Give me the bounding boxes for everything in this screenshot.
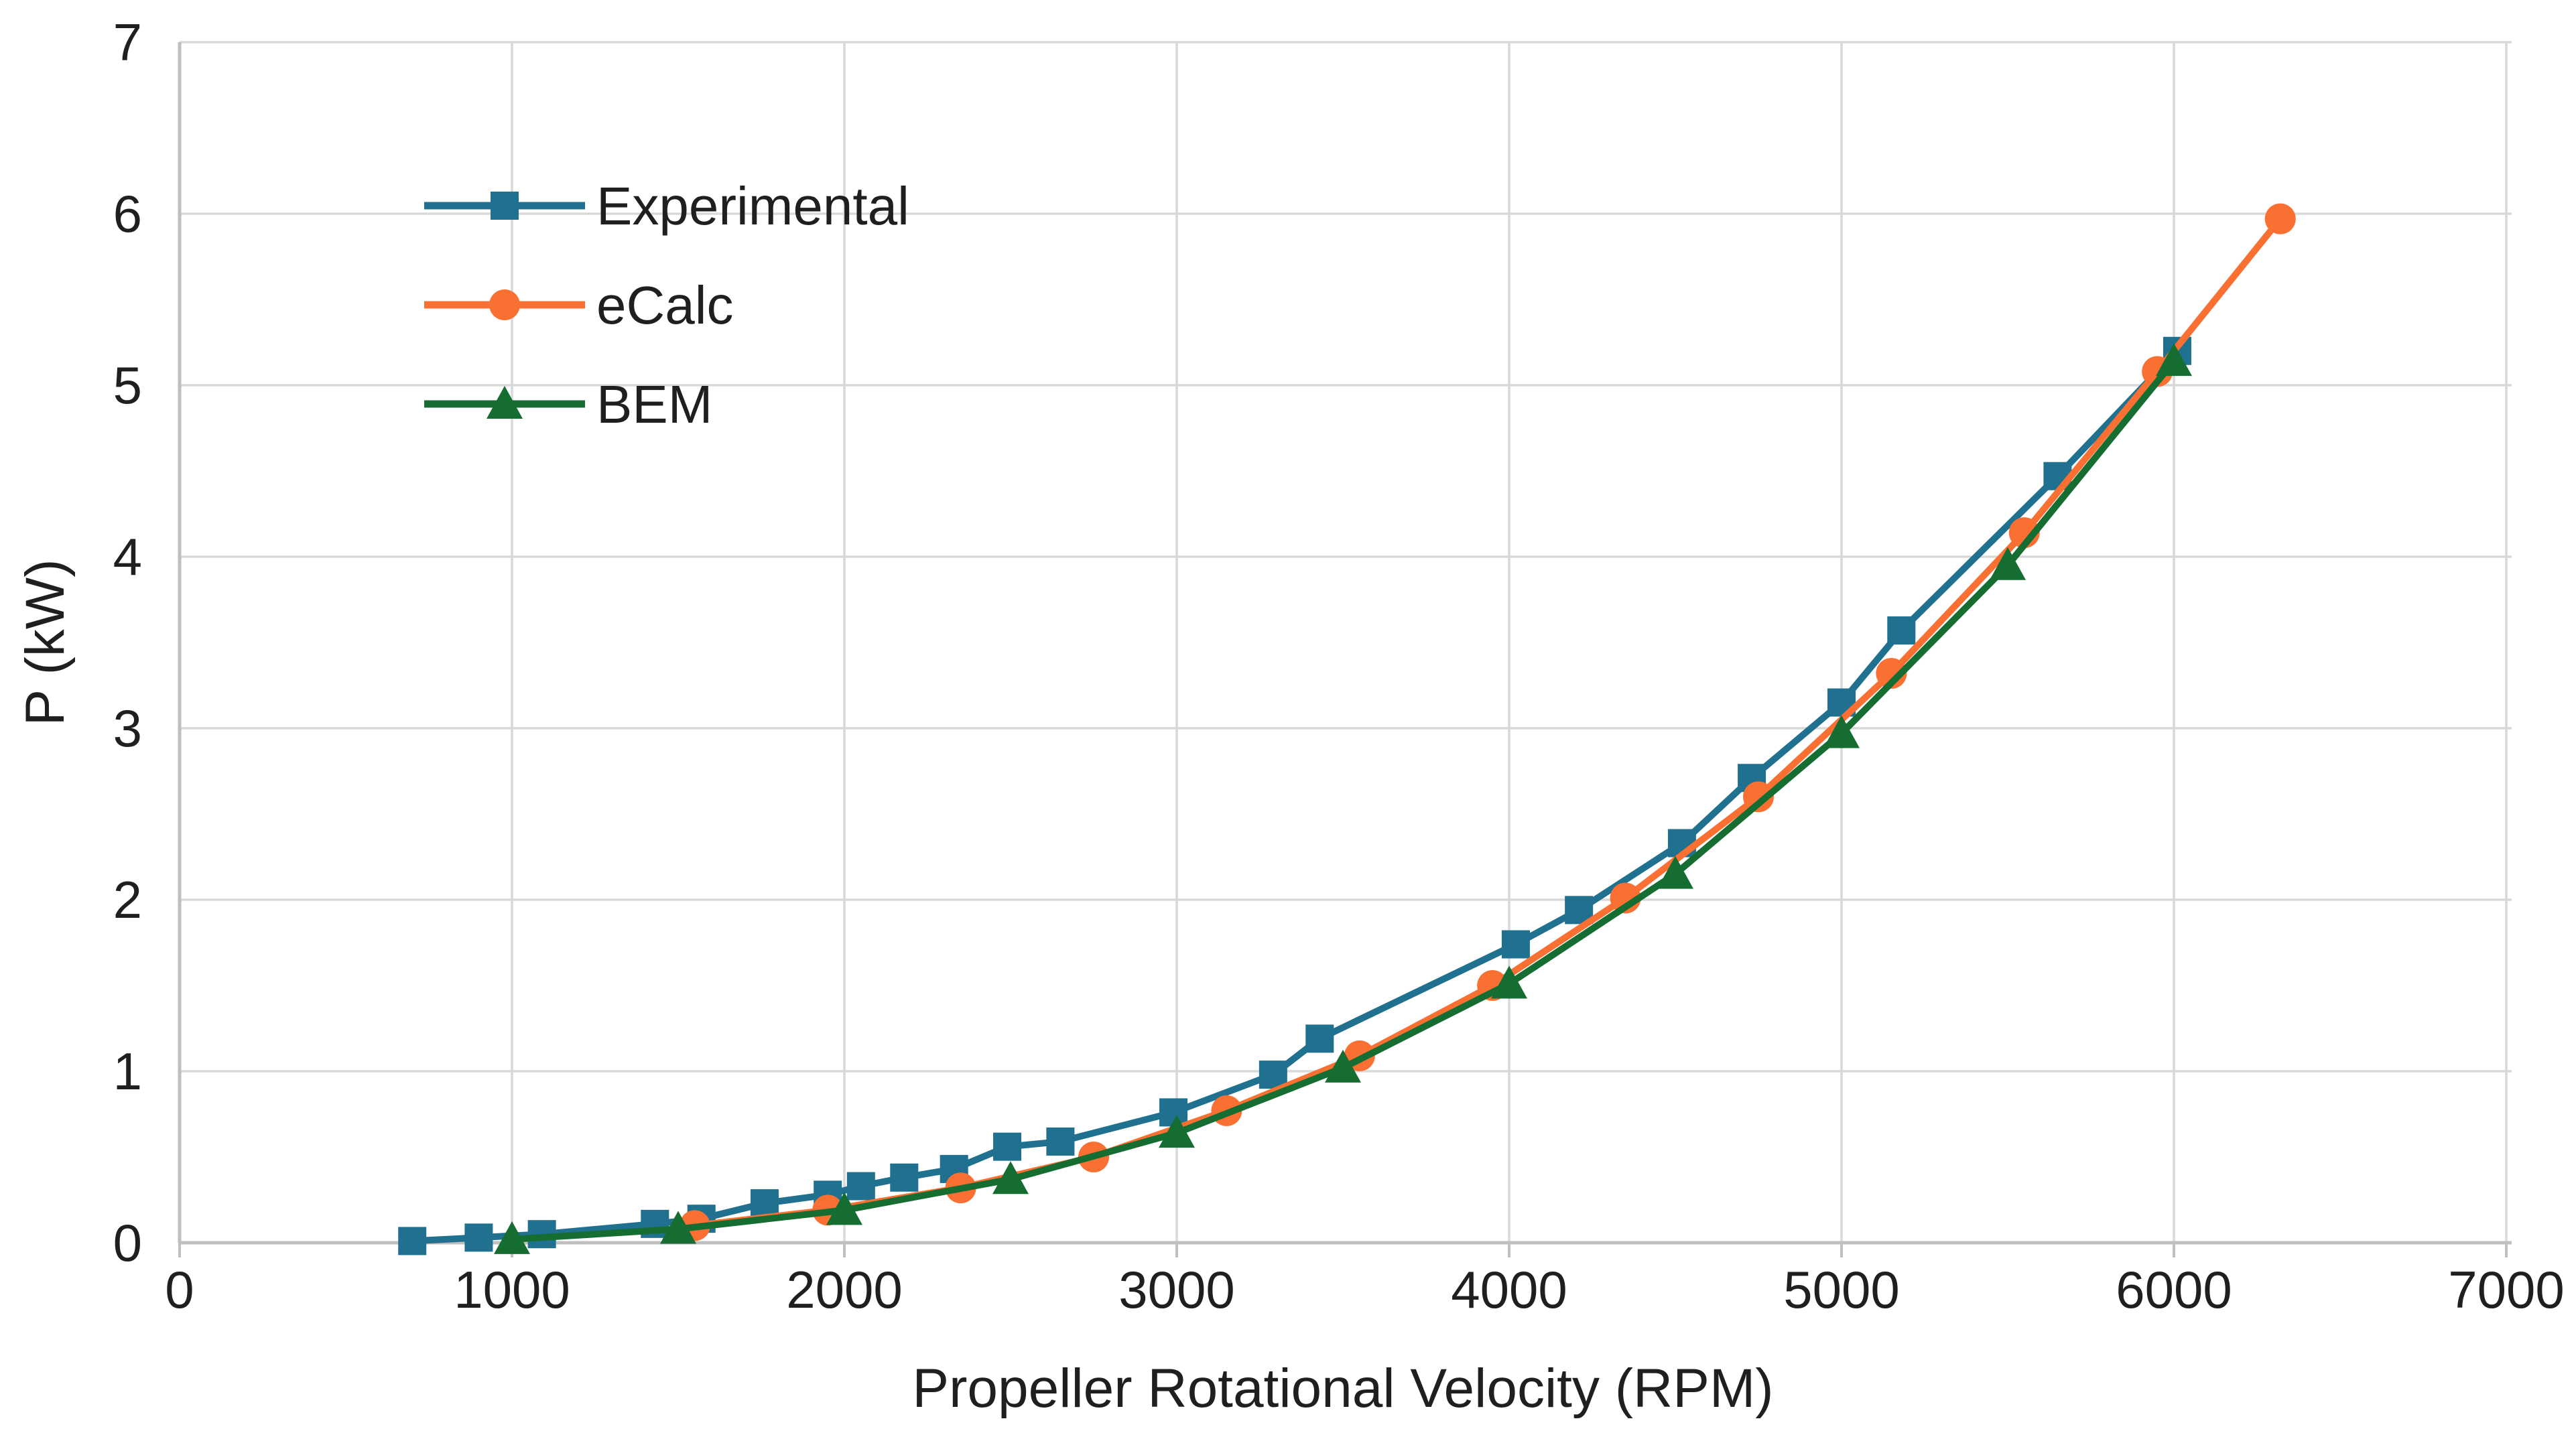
y-tick-label-7: 7	[113, 13, 142, 72]
marker-bem-2	[826, 1192, 862, 1225]
marker-experimental-0	[398, 1227, 427, 1255]
marker-bem-7	[1657, 856, 1693, 889]
marker-ecalc-12	[2264, 203, 2296, 234]
y-tick-label-6: 6	[113, 184, 142, 243]
y-tick-label-2: 2	[113, 870, 142, 929]
marker-bem-1	[660, 1211, 696, 1244]
marker-bem-0	[494, 1221, 530, 1254]
marker-experimental-11	[1046, 1127, 1075, 1156]
legend-label-ecalc: eCalc	[596, 275, 734, 335]
legend-item-bem: BEM	[424, 374, 712, 434]
legend-item-ecalc: eCalc	[424, 275, 734, 335]
x-tick-label-3000: 3000	[1118, 1260, 1235, 1319]
y-tick-label-0: 0	[113, 1213, 142, 1272]
legend-marker-experimental-icon	[491, 192, 519, 220]
legend-label-experimental: Experimental	[596, 176, 909, 236]
marker-ecalc-9	[1876, 658, 1907, 689]
marker-bem-6	[1491, 965, 1527, 999]
x-tick-label-6000: 6000	[2116, 1260, 2232, 1319]
marker-bem-3	[992, 1161, 1029, 1195]
x-tick-label-1000: 1000	[454, 1260, 570, 1319]
marker-bem-10	[2156, 343, 2192, 377]
x-tick-label-4000: 4000	[1451, 1260, 1567, 1319]
x-tick-label-0: 0	[165, 1260, 194, 1319]
y-tick-label-4: 4	[113, 527, 142, 586]
marker-bem-5	[1325, 1049, 1361, 1083]
marker-experimental-5	[750, 1189, 779, 1218]
marker-ecalc-8	[1743, 781, 1774, 813]
legend: Experimental eCalc BEM	[424, 176, 909, 434]
marker-experimental-15	[1501, 930, 1530, 959]
marker-bem-8	[1823, 715, 1860, 748]
y-axis-title: P (kW)	[15, 559, 76, 726]
series-ecalc	[679, 203, 2296, 1241]
legend-item-experimental: Experimental	[424, 176, 909, 236]
series-line-experimental	[409, 347, 2181, 1245]
legend-marker-bem-icon	[487, 386, 523, 419]
series-bem	[494, 343, 2192, 1254]
tick-labels: 0 1000 2000 3000 4000 5000 6000 7000 0 1 2 3 4 5 6 7	[113, 13, 2565, 1319]
marker-experimental-14	[1305, 1024, 1334, 1053]
legend-marker-ecalc-icon	[489, 289, 520, 320]
x-tick-label-5000: 5000	[1783, 1260, 1900, 1319]
series-experimental	[398, 336, 2191, 1255]
y-tick-label-1: 1	[113, 1042, 142, 1101]
axes	[178, 42, 2512, 1257]
y-tick-label-3: 3	[113, 699, 142, 758]
x-tick-label-7000: 7000	[2448, 1260, 2565, 1319]
marker-experimental-1	[464, 1223, 493, 1252]
series-line-ecalc	[691, 215, 2284, 1229]
x-axis-title: Propeller Rotational Velocity (RPM)	[912, 1358, 1773, 1419]
marker-experimental-10	[993, 1132, 1022, 1161]
marker-bem-9	[1990, 547, 2026, 580]
marker-bem-4	[1159, 1115, 1195, 1148]
gridlines	[180, 41, 2512, 1243]
series-line-bem	[509, 358, 2177, 1243]
marker-experimental-8	[890, 1163, 919, 1192]
x-tick-label-2000: 2000	[786, 1260, 903, 1319]
legend-label-bem: BEM	[596, 374, 712, 434]
marker-experimental-7	[846, 1172, 875, 1201]
marker-experimental-20	[1887, 616, 1916, 645]
data-series	[398, 203, 2296, 1255]
y-tick-label-5: 5	[113, 356, 142, 415]
